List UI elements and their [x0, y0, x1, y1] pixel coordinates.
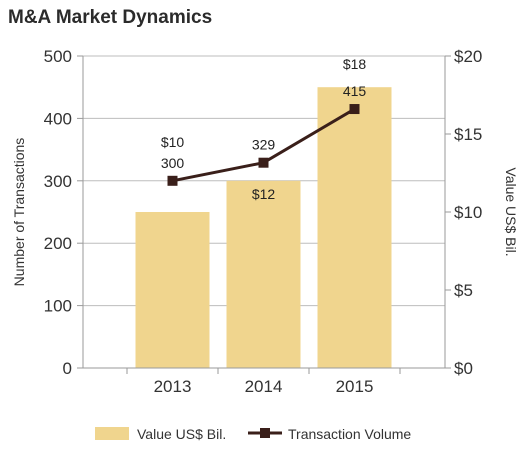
y-axis-label-right: Value US$ Bil. [503, 167, 519, 256]
left-axis-ticks: 0 100 200 300 400 500 [44, 47, 72, 378]
volume-value-label: 415 [343, 83, 367, 99]
line-point [167, 175, 178, 186]
left-tick-label: 400 [44, 109, 72, 128]
bar-value-label: $12 [252, 186, 276, 202]
legend: Value US$ Bil. Transaction Volume [95, 426, 411, 442]
left-tick-label: 300 [44, 172, 72, 191]
legend-label-value: Value US$ Bil. [137, 426, 226, 442]
line-point [349, 104, 360, 115]
chart-title: M&A Market Dynamics [8, 7, 212, 28]
left-tick-label: 0 [63, 359, 72, 378]
right-tick-label: $10 [454, 203, 482, 222]
bar [135, 212, 210, 368]
bar-value-label: $18 [343, 56, 367, 72]
x-tick-label: 2015 [336, 377, 374, 396]
axes [77, 55, 451, 374]
left-tick-label: 100 [44, 297, 72, 316]
line-point [258, 157, 269, 168]
y-axis-label-left: Number of Transactions [11, 138, 27, 287]
left-tick-label: 500 [44, 47, 72, 66]
data-labels: $10 $12 $18 300 329 415 [161, 56, 367, 202]
volume-value-label: 329 [252, 137, 276, 153]
right-tick-label: $0 [454, 359, 473, 378]
bar [226, 180, 301, 368]
x-axis-ticks: 2013 2014 2015 [154, 377, 374, 396]
legend-marker-volume [260, 428, 270, 438]
left-tick-label: 200 [44, 234, 72, 253]
right-axis-ticks: $0 $5 $10 $15 $20 [454, 47, 482, 378]
legend-swatch-value [95, 427, 129, 440]
volume-value-label: 300 [161, 155, 185, 171]
legend-label-volume: Transaction Volume [288, 426, 411, 442]
bar-value-label: $10 [161, 134, 185, 150]
line-series [167, 104, 360, 186]
right-tick-label: $20 [454, 47, 482, 66]
right-tick-label: $15 [454, 125, 482, 144]
bar [317, 87, 392, 368]
bar-series [135, 87, 392, 368]
x-tick-label: 2013 [154, 377, 192, 396]
right-tick-label: $5 [454, 281, 473, 300]
x-tick-label: 2014 [245, 377, 283, 396]
